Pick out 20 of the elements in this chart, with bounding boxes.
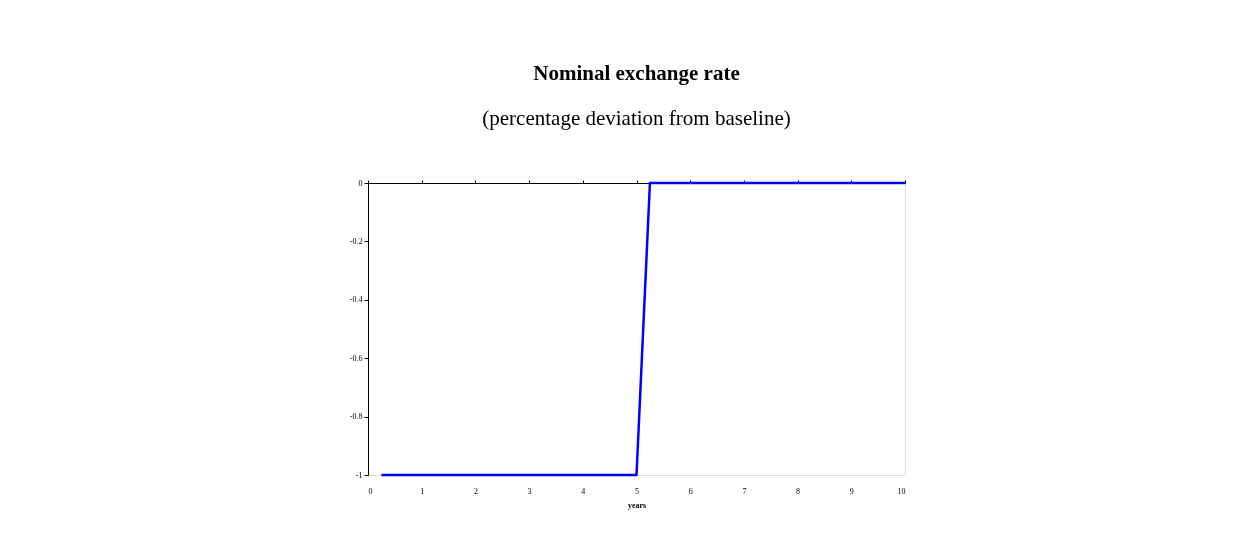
- y-tick-label: -0.4: [349, 295, 363, 305]
- x-tick-label: 1: [420, 486, 425, 496]
- x-tick-label: 4: [581, 486, 586, 496]
- x-tick-label: 8: [796, 486, 801, 496]
- y-tick-label: 0: [358, 178, 363, 188]
- x-tick-label: 2: [473, 486, 478, 496]
- x-tick-label: 5: [635, 486, 639, 496]
- chart-title: Nominal exchange rate: [533, 61, 740, 85]
- y-tick-label: -0.8: [349, 412, 363, 422]
- x-tick-label: 6: [688, 486, 693, 496]
- x-tick-label: 9: [849, 486, 854, 496]
- x-tick-label: 10: [897, 486, 906, 496]
- x-tick-label: 0: [368, 486, 373, 496]
- y-tick-label: -1: [355, 470, 363, 480]
- x-tick-label: 3: [527, 486, 532, 496]
- chart-subtitle: (percentage deviation from baseline): [482, 106, 791, 130]
- x-tick-label: 7: [742, 486, 747, 496]
- y-tick-label: -0.2: [349, 236, 363, 246]
- x-axis-title: years: [627, 500, 647, 510]
- y-tick-label: -0.6: [349, 353, 363, 363]
